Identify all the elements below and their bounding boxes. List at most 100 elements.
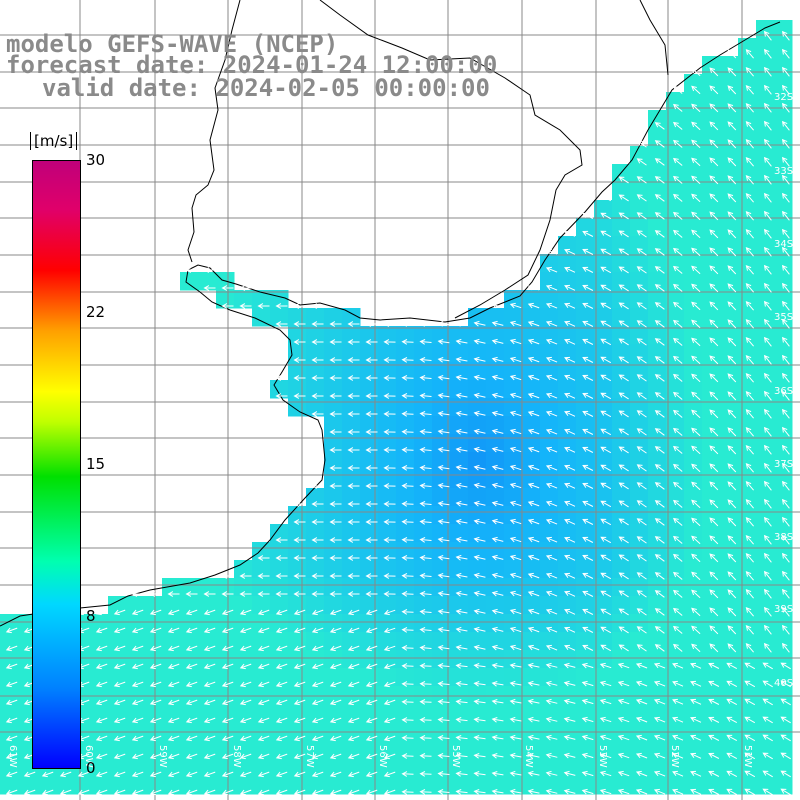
wind-arrow <box>401 375 414 381</box>
wind-arrow <box>113 681 126 688</box>
wind-speed-cell <box>468 326 487 345</box>
wind-speed-cell <box>378 722 397 741</box>
wind-arrow <box>239 285 252 291</box>
wind-arrow <box>365 609 378 616</box>
wind-arrow <box>473 338 486 345</box>
wind-speed-cell <box>414 506 433 525</box>
wind-speed-cell <box>558 758 577 777</box>
wind-speed-cell <box>774 722 793 741</box>
wind-speed-cell <box>486 524 505 543</box>
wind-speed-cell <box>504 434 523 453</box>
wind-arrow <box>654 320 665 328</box>
wind-arrow <box>95 753 108 760</box>
wind-speed-cell <box>342 686 361 705</box>
wind-arrow <box>709 247 719 257</box>
wind-speed-cell <box>558 686 577 705</box>
wind-speed-cell <box>342 362 361 381</box>
wind-arrow <box>636 536 647 544</box>
wind-speed-cell <box>576 524 595 543</box>
wind-speed-cell <box>180 668 199 687</box>
wind-arrow <box>726 662 738 670</box>
wind-speed-cell <box>756 290 775 309</box>
wind-speed-cell <box>720 380 739 399</box>
wind-arrow <box>599 716 612 723</box>
wind-arrow <box>149 627 162 634</box>
wind-arrow <box>257 771 270 778</box>
wind-arrow <box>527 716 540 723</box>
wind-arrow <box>455 536 468 543</box>
wind-arrow <box>419 771 432 777</box>
wind-arrow <box>691 391 701 401</box>
wind-arrow <box>691 265 701 275</box>
wind-speed-cell <box>558 470 577 489</box>
wind-speed-cell <box>414 488 433 507</box>
wind-speed-cell <box>396 326 415 345</box>
wind-speed-cell <box>378 650 397 669</box>
wind-arrow <box>781 372 790 383</box>
wind-arrow <box>653 680 666 687</box>
wind-speed-cell <box>558 524 577 543</box>
wind-arrow <box>383 699 396 706</box>
wind-arrow <box>545 338 558 345</box>
wind-speed-cell <box>468 524 487 543</box>
wind-speed-cell <box>774 110 793 129</box>
wind-arrow <box>545 464 558 471</box>
wind-arrow <box>509 608 522 615</box>
wind-arrow <box>491 302 504 309</box>
wind-arrow <box>437 429 450 435</box>
wind-arrow <box>275 321 288 327</box>
wind-arrow <box>185 663 198 670</box>
wind-arrow <box>383 339 396 345</box>
wind-speed-cell <box>324 560 343 579</box>
wind-arrow <box>672 698 684 705</box>
wind-arrow <box>673 571 683 580</box>
wind-arrow <box>491 320 504 327</box>
wind-speed-cell <box>684 632 703 651</box>
wind-arrow <box>239 699 252 706</box>
wind-speed-cell <box>540 506 559 525</box>
wind-speed-cell <box>774 632 793 651</box>
wind-speed-cell <box>756 164 775 183</box>
wind-arrow <box>654 590 665 598</box>
wind-speed-cell <box>234 290 253 309</box>
wind-arrow <box>617 752 630 759</box>
wind-speed-cell <box>360 434 379 453</box>
wind-arrow <box>762 662 773 670</box>
wind-arrow <box>185 753 198 760</box>
wind-arrow <box>473 410 486 417</box>
wind-arrow <box>329 393 342 399</box>
wind-arrow <box>527 302 540 309</box>
wind-arrow <box>311 339 324 345</box>
wind-speed-cell <box>270 704 289 723</box>
wind-speed-cell <box>216 668 235 687</box>
wind-arrow <box>131 735 144 742</box>
wind-speed-cell <box>576 578 595 597</box>
wind-arrow <box>329 519 342 525</box>
wind-arrow <box>563 716 576 723</box>
wind-arrow <box>131 591 144 597</box>
wind-speed-cell <box>666 758 685 777</box>
wind-arrow <box>708 662 720 669</box>
wind-arrow <box>545 788 558 795</box>
wind-arrow <box>618 230 629 238</box>
wind-speed-cell <box>432 686 451 705</box>
wind-arrow <box>401 537 414 543</box>
wind-arrow <box>636 374 647 382</box>
wind-arrow <box>673 301 683 310</box>
wind-speed-cell <box>0 722 19 741</box>
wind-arrow <box>745 66 754 77</box>
wind-arrow <box>564 644 576 651</box>
wind-arrow <box>509 680 522 687</box>
wind-arrow <box>275 375 288 381</box>
longitude-label: 59W <box>157 745 168 768</box>
wind-speed-cell <box>486 578 505 597</box>
wind-speed-cell <box>774 164 793 183</box>
wind-arrow <box>781 408 790 419</box>
wind-speed-cell <box>774 74 793 93</box>
wind-arrow <box>654 536 665 544</box>
wind-arrow <box>582 392 594 399</box>
longitude-label: 51W <box>742 745 753 768</box>
wind-speed-cell <box>504 704 523 723</box>
border-line <box>187 0 669 319</box>
wind-speed-cell <box>738 344 757 363</box>
